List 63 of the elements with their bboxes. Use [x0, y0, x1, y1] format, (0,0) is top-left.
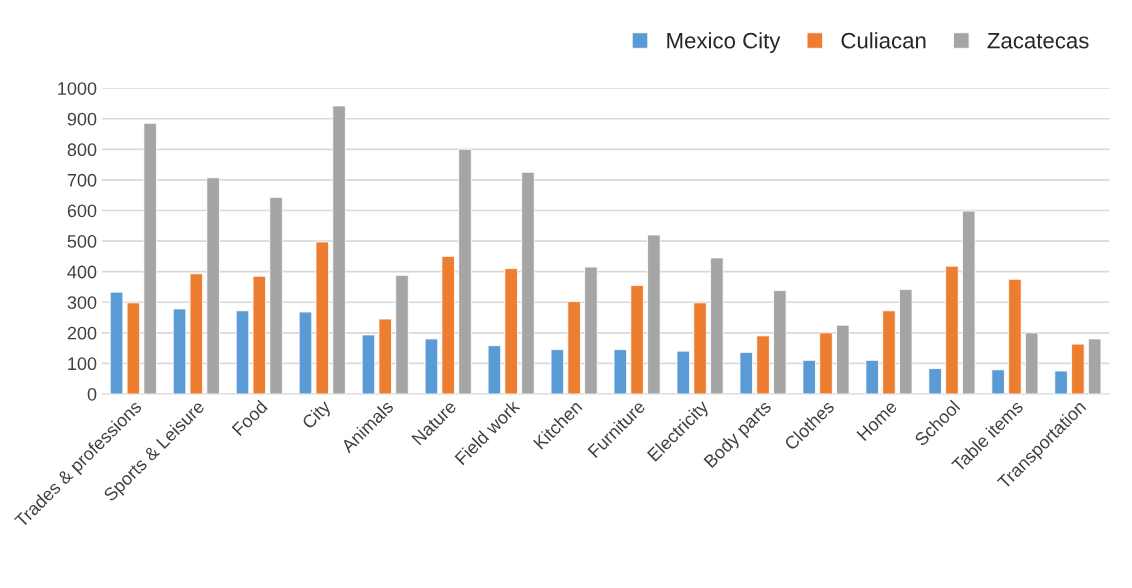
bar — [882, 310, 896, 394]
bar — [424, 338, 439, 394]
bar — [567, 301, 581, 394]
bar — [613, 349, 628, 394]
bar — [819, 332, 833, 394]
bar — [126, 302, 141, 394]
bar — [504, 268, 518, 394]
bar — [739, 351, 753, 394]
bar — [836, 324, 850, 394]
bar — [332, 105, 346, 394]
bar — [378, 318, 392, 394]
bar — [269, 196, 283, 394]
bar — [298, 311, 313, 394]
bar — [584, 266, 598, 394]
x-tick-label: City — [300, 398, 335, 433]
bar — [441, 255, 455, 394]
bar — [899, 288, 913, 394]
y-tick-label: 100 — [68, 357, 97, 371]
y-tick-label: 0 — [87, 387, 97, 401]
legend-label: Zacatecas — [987, 33, 1089, 49]
y-tick-label: 800 — [67, 143, 97, 157]
bar — [756, 335, 770, 394]
bar — [315, 241, 329, 394]
bar — [550, 349, 565, 394]
bar — [395, 274, 409, 394]
bar — [630, 285, 644, 394]
bar — [962, 210, 976, 394]
bar — [109, 291, 124, 394]
legend-label: Culiacan — [841, 32, 926, 49]
y-tick-label: 600 — [67, 204, 97, 218]
bar — [1087, 338, 1102, 394]
bar — [521, 171, 535, 394]
y-tick-label: 300 — [67, 296, 97, 309]
bar — [693, 302, 707, 394]
bar — [143, 122, 157, 394]
bar — [928, 368, 942, 394]
legend-label: Mexico City — [667, 32, 781, 53]
bar — [991, 369, 1005, 394]
bar — [172, 308, 187, 394]
bar — [235, 310, 250, 394]
bar — [773, 290, 787, 394]
bar — [1024, 332, 1039, 394]
bar — [945, 265, 959, 394]
bar — [1071, 343, 1085, 394]
y-tick-label: 500 — [67, 235, 97, 248]
bar — [458, 148, 472, 394]
bar — [710, 257, 724, 394]
bar — [189, 273, 204, 394]
bar — [252, 275, 267, 394]
y-tick-label: 900 — [67, 112, 97, 126]
bar — [1054, 370, 1068, 394]
bar — [487, 345, 502, 394]
y-tick-label: 700 — [67, 173, 97, 187]
y-tick-label: 1000 — [58, 82, 97, 95]
bar — [206, 177, 220, 394]
bar — [676, 350, 690, 394]
y-tick-label: 200 — [67, 326, 97, 340]
bar — [647, 234, 661, 394]
bar — [802, 359, 816, 394]
bar — [1008, 278, 1022, 394]
bar — [865, 359, 879, 394]
y-tick-label: 400 — [67, 265, 97, 279]
bar — [361, 334, 376, 394]
